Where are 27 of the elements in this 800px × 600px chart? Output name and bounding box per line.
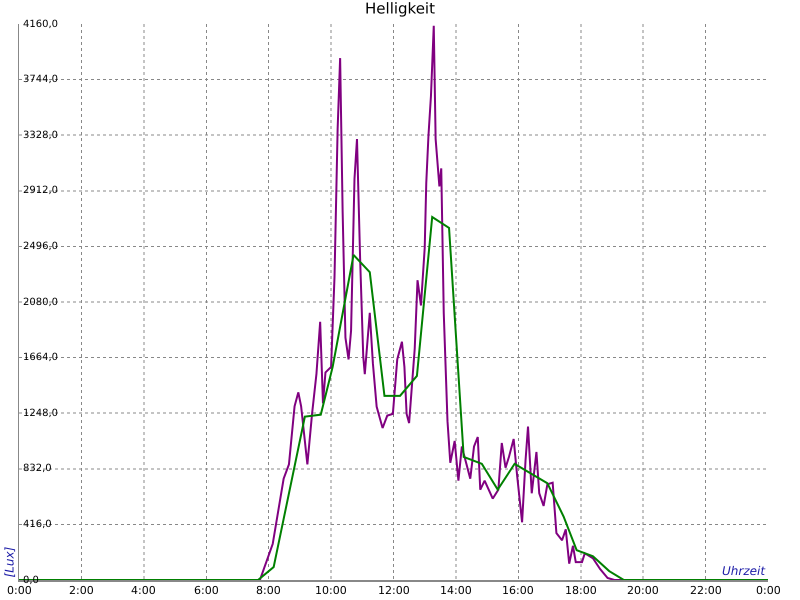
- x-tick-label: 14:00: [440, 584, 472, 597]
- y-tick-label: 2080,0: [23, 297, 58, 308]
- y-tick-label: 3328,0: [23, 130, 58, 141]
- y-tick-label: 2496,0: [23, 241, 58, 252]
- x-tick-label: 2:00: [69, 584, 94, 597]
- x-tick-label: 16:00: [502, 584, 534, 597]
- y-tick-label: 416,0: [23, 519, 52, 530]
- x-tick-label: 8:00: [256, 584, 281, 597]
- y-tick-label: 3744,0: [23, 74, 58, 85]
- y-tick-label: 832,0: [23, 463, 52, 474]
- x-tick-label: 10:00: [315, 584, 347, 597]
- x-tick-label: 12:00: [378, 584, 410, 597]
- y-tick-label: 4160,0: [23, 19, 58, 30]
- x-tick-label: 4:00: [131, 584, 156, 597]
- x-tick-label: 0:00: [7, 584, 32, 597]
- y-axis-title: [Lux]: [2, 546, 16, 578]
- x-axis-title: Uhrzeit: [722, 564, 766, 578]
- x-tick-label: 6:00: [194, 584, 219, 597]
- x-tick-label: 22:00: [690, 584, 722, 597]
- x-tick-label: 0:00: [756, 584, 781, 597]
- y-tick-label: 1664,0: [23, 352, 58, 363]
- x-tick-label: 18:00: [565, 584, 597, 597]
- y-tick-label: 2912,0: [23, 185, 58, 196]
- y-tick-label: 1248,0: [23, 408, 58, 419]
- y-tick-label: 0,0: [23, 575, 39, 586]
- x-tick-label: 20:00: [627, 584, 659, 597]
- chart-title: Helligkeit: [365, 0, 436, 18]
